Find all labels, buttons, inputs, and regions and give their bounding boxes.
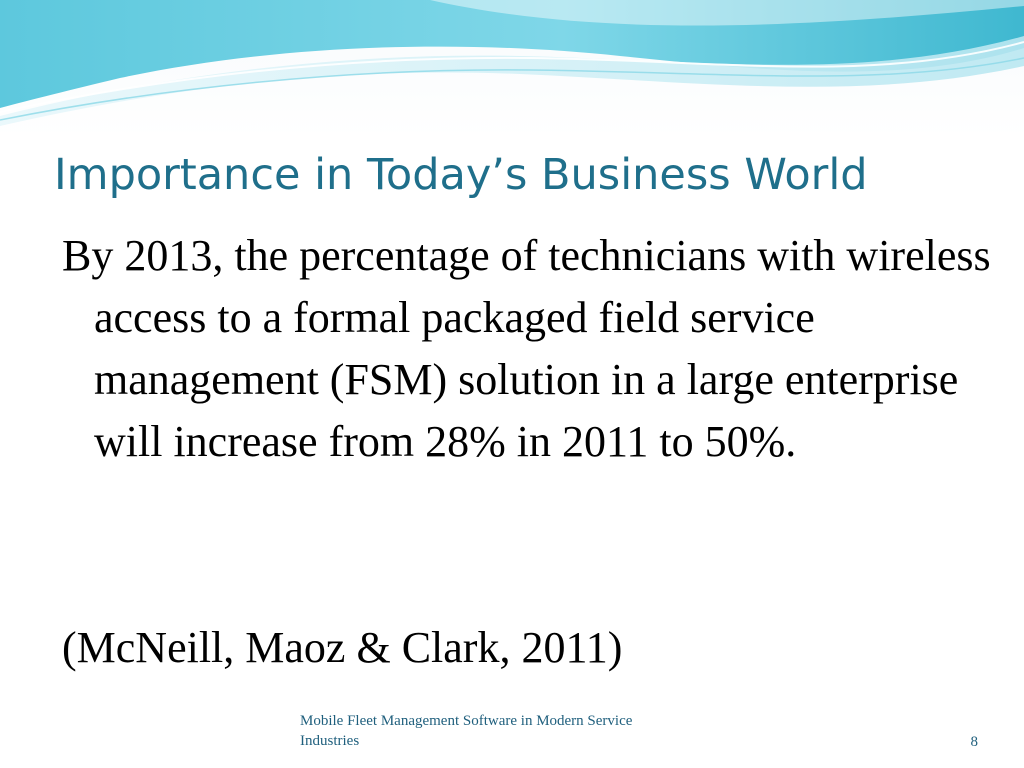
footer-presentation-title: Mobile Fleet Management Software in Mode… (300, 713, 633, 749)
decorative-wave-header (0, 0, 1024, 126)
slide-page-number: 8 (970, 734, 979, 750)
wave-white-crest (430, 0, 1024, 26)
wave-line-2 (0, 57, 1024, 121)
wave-line-1 (0, 41, 1024, 113)
wave-shape-light (0, 36, 1024, 126)
slide-title: Importance in Today’s Business World (54, 150, 868, 200)
slide-body-text: By 2013, the percentage of technicians w… (62, 231, 991, 466)
wave-shape-dark (0, 0, 1024, 108)
slide-citation: (McNeill, Maoz & Clark, 2011) (62, 623, 623, 672)
